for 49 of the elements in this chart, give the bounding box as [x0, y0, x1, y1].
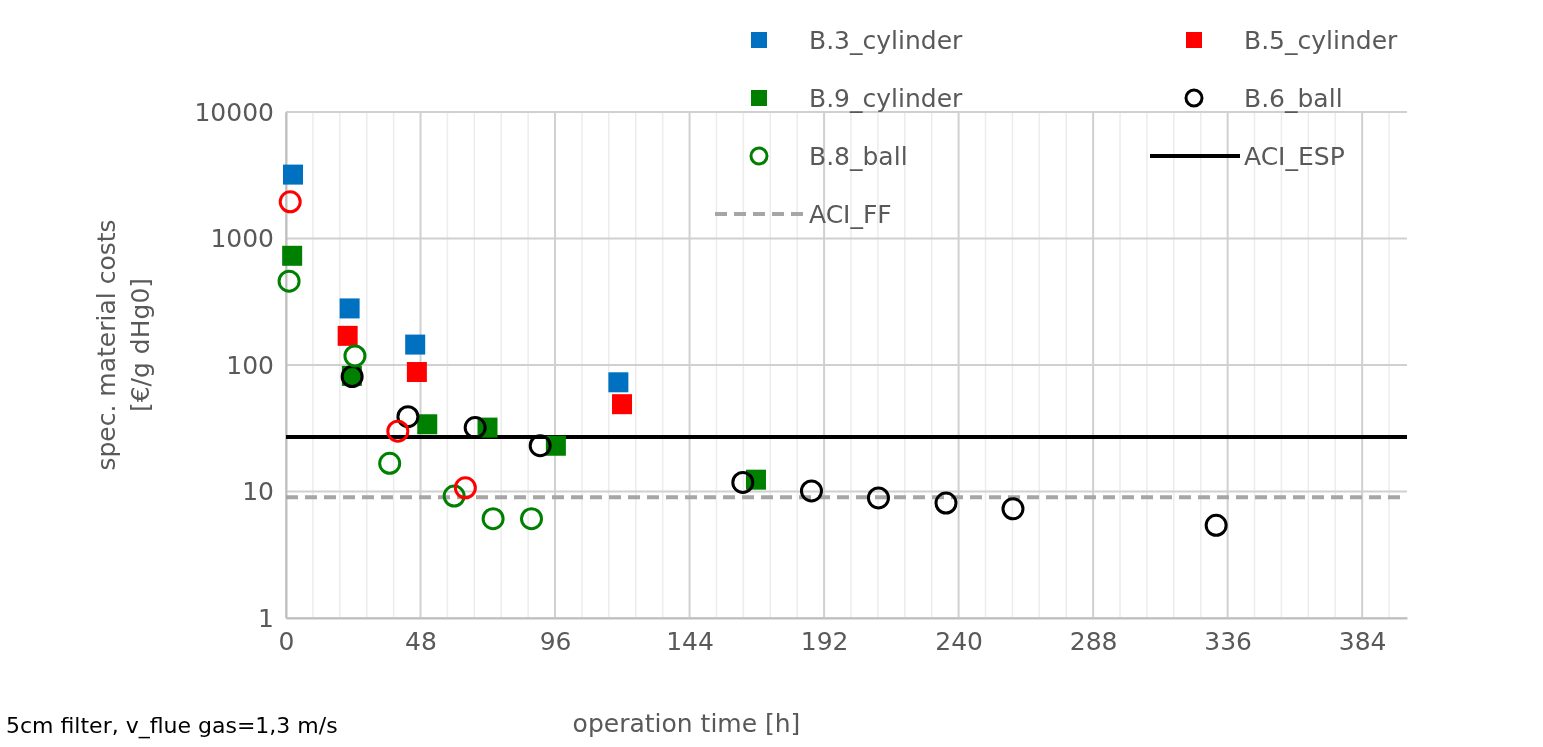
- point: [453, 476, 477, 500]
- y-tick-label: 100: [226, 350, 274, 380]
- point: [343, 344, 367, 368]
- x-tick-label: 0: [278, 626, 295, 656]
- y-axis-title: spec. material costs [€/g dHg0]: [92, 219, 155, 471]
- x-tick-label: 288: [1069, 626, 1118, 656]
- point: [528, 434, 552, 458]
- legend-label: B.8_ball: [809, 142, 908, 171]
- point: [278, 190, 302, 214]
- point: [463, 416, 487, 440]
- x-tick-label: 48: [405, 626, 437, 656]
- x-tick-label: 336: [1204, 626, 1252, 656]
- point: [406, 362, 427, 383]
- x-axis-title: operation time [h]: [572, 709, 801, 738]
- legend-label: B.3_cylinder: [809, 26, 964, 55]
- point: [731, 470, 755, 494]
- x-tick-label: 192: [800, 626, 849, 656]
- point: [417, 414, 438, 435]
- point: [386, 419, 410, 443]
- point: [378, 451, 402, 475]
- x-tick-label: 240: [935, 626, 983, 656]
- y-tick-label: 10: [242, 477, 274, 506]
- point: [608, 372, 629, 393]
- x-tick-label: 96: [539, 626, 572, 656]
- legend-label: ACI_ESP: [1244, 142, 1345, 171]
- point: [1001, 497, 1025, 521]
- point: [799, 479, 823, 503]
- legend-label: ACI_FF: [809, 200, 892, 229]
- text: 5cm filter, v_flue gas=1,3 m/s: [6, 713, 338, 739]
- point: [405, 334, 426, 355]
- point: [277, 269, 301, 293]
- point: [283, 164, 304, 185]
- legend-label: B.5_cylinder: [1244, 26, 1399, 55]
- point: [481, 507, 505, 531]
- y-tick-label: 10000: [194, 97, 274, 127]
- x-tick-label: 144: [666, 626, 714, 656]
- point: [612, 394, 633, 415]
- y-tick-label: 1000: [210, 224, 274, 253]
- point: [282, 245, 303, 266]
- point: [520, 507, 543, 531]
- x-tick-label: 384: [1338, 626, 1387, 656]
- point: [1204, 513, 1228, 537]
- point: [934, 491, 958, 515]
- legend-label: B.9_cylinder: [809, 84, 964, 113]
- point: [866, 486, 890, 510]
- y-tick-label: 1: [258, 603, 274, 633]
- point: [337, 325, 358, 346]
- point: [339, 298, 360, 319]
- legend-label: B.6_ball: [1244, 84, 1343, 113]
